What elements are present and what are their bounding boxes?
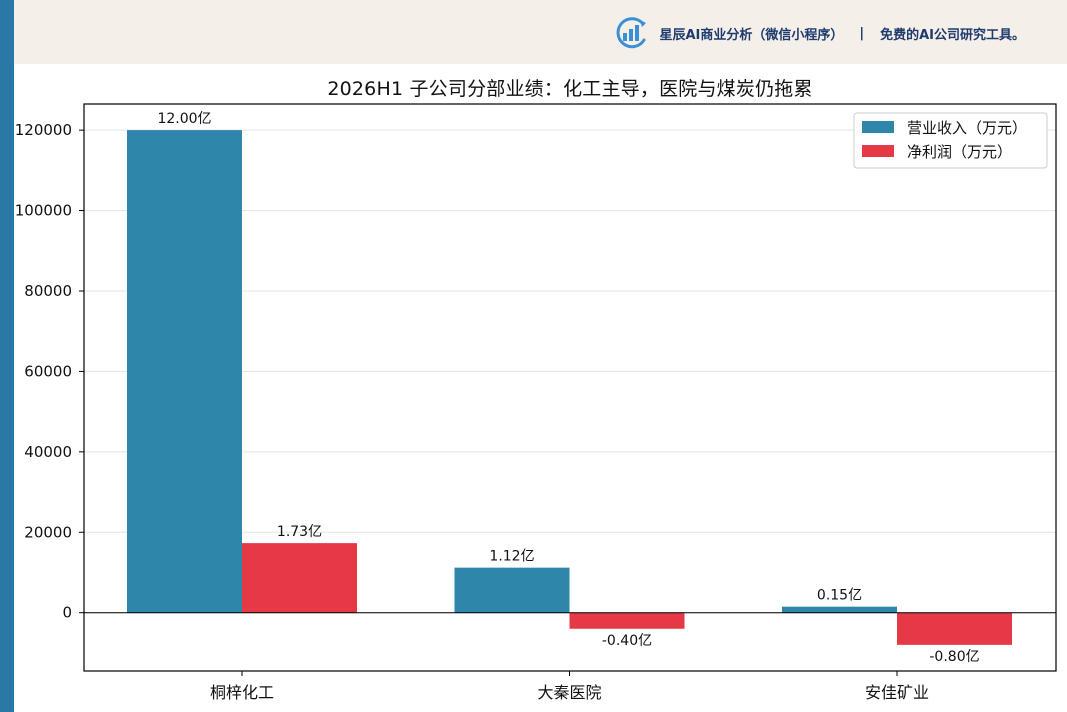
bar-chart-refresh-icon	[617, 17, 647, 49]
bar-value-label: -0.40亿	[602, 633, 652, 649]
bar-0-2	[782, 606, 897, 613]
bar-0-0	[127, 130, 242, 613]
x-tick-label: 安佳矿业	[865, 683, 929, 702]
bar-value-label: 12.00亿	[157, 111, 211, 127]
header-banner: 星辰AI商业分析（微信小程序） | 免费的AI公司研究工具。	[14, 0, 1067, 64]
left-accent-stripe	[0, 0, 14, 712]
bar-1-1	[569, 612, 685, 629]
brand-separator: |	[859, 25, 865, 41]
brand-text: 星辰AI商业分析（微信小程序）	[659, 27, 844, 43]
bar-value-label: -0.80亿	[929, 649, 979, 665]
x-tick-label: 大秦医院	[537, 683, 601, 702]
y-tick-label: 100000	[15, 202, 72, 220]
legend-box	[853, 112, 1048, 169]
legend-label: 营业收入（万元）	[907, 119, 1027, 137]
brand-slogan: 免费的AI公司研究工具。	[880, 27, 1025, 43]
y-tick-label: 60000	[24, 362, 72, 380]
bar-value-label: 1.12亿	[489, 549, 534, 565]
bar-value-label: 1.73亿	[277, 524, 322, 540]
legend-swatch	[862, 121, 894, 133]
bar-1-2	[897, 612, 1012, 645]
y-tick-label: 80000	[24, 282, 72, 300]
y-tick-label: 20000	[24, 523, 72, 541]
plot-frame	[83, 103, 1057, 672]
bar-1-0	[242, 543, 357, 613]
legend-swatch	[862, 145, 894, 157]
y-tick-label: 0	[62, 604, 72, 622]
y-tick-label: 40000	[24, 443, 72, 461]
brand-block[interactable]: 星辰AI商业分析（微信小程序） | 免费的AI公司研究工具。	[613, 13, 1025, 53]
bar-value-label: 0.15亿	[817, 588, 862, 604]
x-tick-label: 桐梓化工	[210, 683, 274, 702]
bar-0-1	[454, 567, 570, 613]
y-tick-label: 120000	[15, 121, 72, 139]
chart-title: 2026H1 子公司分部业绩：化工主导，医院与煤炭仍拖累	[327, 78, 813, 100]
legend-label: 净利润（万元）	[907, 143, 1012, 161]
